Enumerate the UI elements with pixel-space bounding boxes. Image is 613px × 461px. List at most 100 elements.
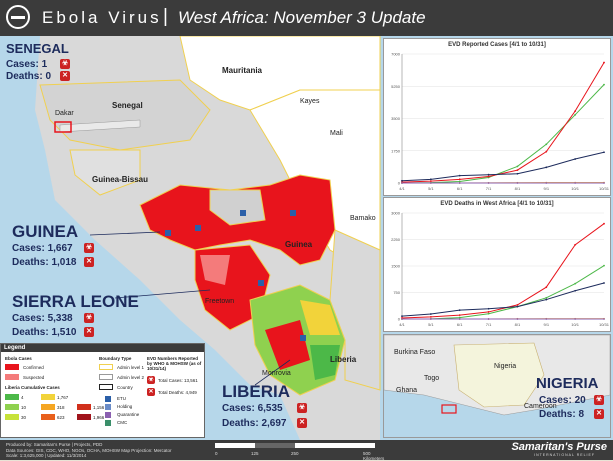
data-point	[430, 316, 432, 318]
data-point	[488, 318, 490, 320]
country-deaths: Deaths: 1,018	[12, 257, 76, 268]
map-label-senegal: Senegal	[112, 101, 143, 110]
data-point	[517, 166, 519, 168]
chart-title: EVD Deaths in West Africa [4/1 to 10/31]	[384, 201, 610, 207]
map-label-bamako: Bamako	[350, 215, 376, 222]
swatch-confirmed	[5, 364, 19, 370]
brand-subtitle: INTERNATIONAL RELIEF	[534, 453, 595, 457]
data-point	[603, 223, 605, 225]
data-point	[574, 114, 576, 116]
death-icon: ✕	[84, 257, 94, 267]
country-cases: Cases: 20	[539, 395, 586, 406]
biohazard-icon: ☣	[147, 376, 155, 384]
etu-icon	[105, 396, 111, 402]
x-tick-label: 5/1	[428, 322, 434, 327]
bin-label: 623	[57, 415, 65, 420]
data-point	[574, 110, 576, 112]
series-line	[402, 152, 604, 181]
biohazard-icon: ☣	[84, 243, 94, 253]
swatch-bin5	[41, 404, 55, 410]
country-name: GUINEA	[12, 222, 78, 242]
y-tick-label: 3000	[391, 211, 401, 216]
title-bar: Ebola Virus | West Africa: November 3 Up…	[0, 0, 613, 36]
legend-quarantine: Quarantine	[117, 412, 139, 417]
bin-label: 318	[57, 405, 65, 410]
x-tick-label: 9/1	[544, 186, 550, 191]
y-tick-label: 0	[398, 317, 401, 322]
legend-suspected: Suspected	[23, 375, 44, 380]
country-cases: Cases: 1	[6, 59, 47, 70]
legend-evd-title: EVD Numbers Reported by WHO & MOHSW (as …	[147, 356, 203, 371]
legend-title: Legend	[1, 344, 204, 352]
x-tick-label: 10/1	[571, 322, 580, 327]
scale-label: 250	[291, 451, 299, 456]
bin-label: 1,966	[93, 415, 104, 420]
swatch-suspected	[5, 374, 19, 380]
inset-label-burkina: Burkina Faso	[394, 349, 435, 356]
swatch-bin7	[77, 404, 91, 410]
legend-etu: ETU	[117, 396, 126, 401]
death-icon: ✕	[60, 71, 70, 81]
data-point	[574, 244, 576, 246]
legend-cumulative: Liberia Cumulative Cases	[5, 385, 60, 390]
map-label-liberia: Liberia	[330, 355, 356, 364]
y-tick-label: 1500	[391, 264, 401, 269]
data-point	[545, 299, 547, 301]
swatch-bin8	[77, 414, 91, 420]
data-point	[488, 308, 490, 310]
legend-admin2: Admin level 2	[117, 375, 144, 380]
data-point	[603, 318, 605, 320]
x-tick-label: 6/1	[457, 322, 463, 327]
y-tick-label: 1750	[391, 148, 401, 153]
country-deaths: Deaths: 8	[539, 409, 584, 420]
swatch-admin1	[99, 364, 113, 370]
cmc-icon	[105, 420, 111, 426]
y-tick-label: 3500	[391, 116, 401, 121]
data-point	[603, 182, 605, 184]
title-separator: |	[163, 6, 168, 28]
data-point	[401, 182, 403, 184]
scale-label: 0	[215, 451, 218, 456]
footer-bar: Produced by: Samaritan's Purse | Project…	[0, 440, 613, 460]
x-tick-label: 10/1	[571, 186, 580, 191]
y-tick-label: 750	[393, 290, 400, 295]
data-point	[574, 182, 576, 184]
page-subtitle: West Africa: November 3 Update	[178, 8, 426, 28]
data-point	[517, 318, 519, 320]
y-tick-label: 2250	[391, 237, 401, 242]
data-point	[603, 282, 605, 284]
x-tick-label: 7/1	[486, 186, 492, 191]
country-name: SIERRA LEONE	[12, 292, 139, 312]
data-point	[459, 309, 461, 311]
data-point	[488, 182, 490, 184]
country-cases: Cases: 6,535	[222, 403, 283, 414]
data-point	[574, 158, 576, 160]
legend-panel: Legend Ebola Cases Confirmed Suspected L…	[0, 343, 205, 438]
data-point	[574, 318, 576, 320]
data-point	[545, 286, 547, 288]
series-line	[402, 224, 604, 318]
series-line	[402, 283, 604, 316]
scale-label: 125	[251, 451, 259, 456]
biohazard-icon: ☣	[84, 313, 94, 323]
y-tick-label: 7000	[391, 52, 401, 57]
legend-holding: Holding	[117, 404, 132, 409]
biohazard-icon: ☣	[60, 59, 70, 69]
country-deaths: Deaths: 0	[6, 71, 51, 82]
x-tick-label: 9/1	[544, 322, 550, 327]
data-point	[517, 169, 519, 171]
data-point	[545, 318, 547, 320]
data-point	[603, 151, 605, 153]
bin-label: 1,156	[93, 405, 104, 410]
x-tick-label: 4/1	[399, 186, 405, 191]
country-name: SENEGAL	[6, 41, 69, 56]
data-point	[517, 182, 519, 184]
data-point	[459, 182, 461, 184]
x-tick-label: 5/1	[428, 186, 434, 191]
data-point	[517, 306, 519, 308]
country-cases: Cases: 1,667	[12, 243, 73, 254]
swatch-bin3	[5, 414, 19, 420]
map-label-mauritania: Mauritania	[222, 66, 262, 75]
